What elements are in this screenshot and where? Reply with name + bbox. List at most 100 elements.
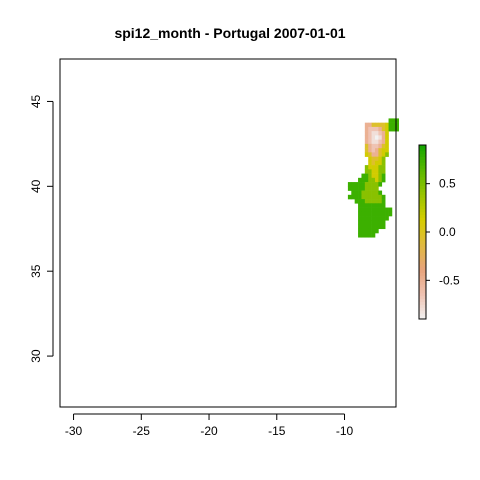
raster-cell xyxy=(378,122,383,128)
raster-cell xyxy=(378,131,383,136)
colorbar-segment xyxy=(419,217,426,221)
raster-cell xyxy=(395,126,400,132)
colorbar-segment xyxy=(419,255,426,259)
raster-cell xyxy=(375,169,379,174)
raster-cell xyxy=(358,199,362,204)
raster-cell xyxy=(381,207,386,213)
raster-cell xyxy=(378,173,383,179)
raster-cell xyxy=(395,122,400,128)
colorbar-segment xyxy=(419,234,426,239)
raster-cell xyxy=(375,182,379,187)
raster-cell xyxy=(364,139,369,145)
raster-cell xyxy=(371,126,376,132)
raster-cell xyxy=(364,233,369,238)
raster-cell xyxy=(388,122,393,128)
raster-cell xyxy=(378,182,383,187)
raster-cell xyxy=(381,126,386,132)
raster-cell xyxy=(361,173,366,179)
raster-cell xyxy=(358,207,362,213)
raster-cell xyxy=(364,207,369,213)
colorbar-tick-label: -0.5 xyxy=(439,273,460,287)
colorbar-segment xyxy=(419,182,426,186)
y-tick-label: 35 xyxy=(29,264,43,278)
raster-cell xyxy=(364,224,369,230)
raster-cell xyxy=(385,216,389,221)
raster-cell xyxy=(371,131,376,136)
raster-cell xyxy=(364,122,369,128)
raster-cell xyxy=(361,190,366,196)
raster-cell xyxy=(371,177,376,183)
raster-cell xyxy=(358,211,362,217)
raster-cell xyxy=(375,126,379,132)
colorbar-segment xyxy=(419,223,426,227)
raster-cell xyxy=(378,165,383,170)
raster-cell xyxy=(371,148,376,153)
raster-cell xyxy=(375,190,379,196)
raster-cell xyxy=(385,148,389,153)
raster-cell xyxy=(375,165,379,170)
raster-cell xyxy=(391,126,396,132)
raster-cell xyxy=(347,182,352,187)
colorbar-segment xyxy=(419,150,426,155)
colorbar-segment xyxy=(419,295,426,300)
raster-cell xyxy=(391,122,396,128)
raster-cell xyxy=(358,216,362,221)
y-tick-label: 45 xyxy=(29,94,43,108)
raster-cell xyxy=(375,224,379,230)
x-tick-label: -25 xyxy=(133,424,151,438)
raster-cell xyxy=(375,177,379,183)
raster-cell xyxy=(354,199,359,204)
colorbar-segment xyxy=(419,246,426,250)
raster-cell xyxy=(388,207,393,213)
raster-cell xyxy=(381,169,386,174)
raster-cell xyxy=(368,220,372,225)
raster-cell xyxy=(381,156,386,162)
colorbar-segment xyxy=(419,197,426,201)
raster-cell xyxy=(378,216,383,221)
raster-cell xyxy=(364,126,369,132)
raster-cell xyxy=(368,160,372,166)
raster-cell xyxy=(361,199,366,204)
raster-cell xyxy=(378,203,383,208)
raster-cell xyxy=(364,131,369,136)
raster-cell xyxy=(371,182,376,187)
colorbar-segment xyxy=(419,214,426,218)
raster-cell xyxy=(375,199,379,204)
raster-cell xyxy=(385,122,389,128)
raster-cell xyxy=(361,216,366,221)
raster-cell xyxy=(381,131,386,136)
raster-cell xyxy=(378,152,383,157)
colorbar-segment xyxy=(419,292,426,297)
raster-cell xyxy=(381,135,386,140)
raster-cell xyxy=(371,203,376,208)
y-tick-label: 40 xyxy=(29,179,43,193)
raster-cell xyxy=(364,173,369,179)
colorbar-segment xyxy=(419,145,426,149)
raster-cell xyxy=(381,203,386,208)
raster-cell xyxy=(364,194,369,200)
raster-cell xyxy=(358,177,362,183)
raster-cell xyxy=(388,126,393,132)
raster-cell xyxy=(354,190,359,196)
raster-cell xyxy=(364,220,369,225)
raster-cell xyxy=(364,165,369,170)
colorbar-segment xyxy=(419,243,426,247)
raster-cell xyxy=(354,194,359,200)
raster-cell xyxy=(381,143,386,149)
raster-cell xyxy=(361,186,366,191)
raster-cell xyxy=(361,177,366,183)
raster-cell xyxy=(368,186,372,191)
raster-cell xyxy=(385,131,389,136)
raster-cell xyxy=(368,211,372,217)
colorbar-segment xyxy=(419,307,426,311)
raster-cell xyxy=(364,135,369,140)
raster-cell xyxy=(364,169,369,174)
raster-cell xyxy=(371,228,376,234)
colorbar-segment xyxy=(419,162,426,166)
colorbar-segment xyxy=(419,261,426,265)
raster-cell xyxy=(358,220,362,225)
raster-cell xyxy=(375,173,379,179)
raster-cell xyxy=(378,169,383,174)
raster-cell xyxy=(371,173,376,179)
raster-cell xyxy=(371,152,376,157)
